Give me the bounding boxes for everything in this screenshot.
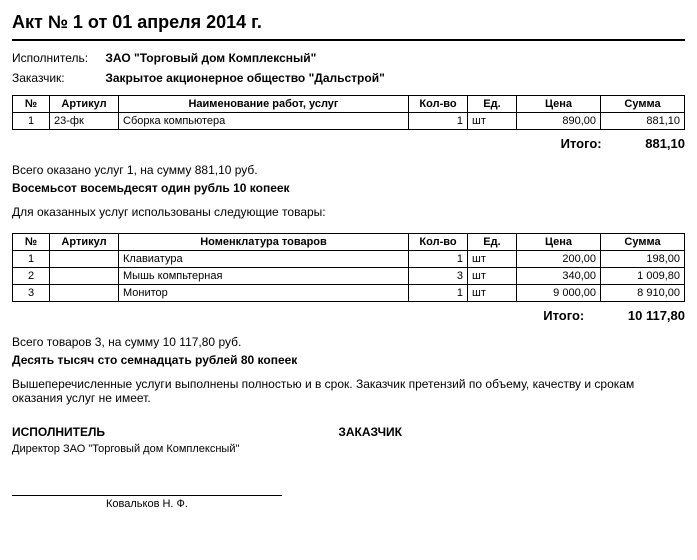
cell-art: 23-фк xyxy=(50,113,119,130)
services-total-value: 881,10 xyxy=(645,136,685,151)
col-header-sum: Сумма xyxy=(601,96,685,113)
goods-total-label: Итого: xyxy=(543,308,584,323)
completion-note: Вышеперечисленные услуги выполнены полно… xyxy=(12,377,685,405)
services-summary-words: Восемьсот восемьдесят один рубль 10 копе… xyxy=(12,181,685,195)
executor-sig-name: Ковальков Н. Ф. xyxy=(12,495,282,510)
cell-price: 340,00 xyxy=(517,268,601,285)
cell-art xyxy=(50,251,119,268)
customer-label: Заказчик: xyxy=(12,71,102,85)
cell-name: Мышь компьтерная xyxy=(119,268,409,285)
col-header-num: № xyxy=(13,96,50,113)
col-header-art: Артикул xyxy=(50,234,119,251)
col-header-price: Цена xyxy=(517,234,601,251)
cell-sum: 881,10 xyxy=(601,113,685,130)
cell-sum: 198,00 xyxy=(601,251,685,268)
cell-sum: 8 910,00 xyxy=(601,285,685,302)
executor-row: Исполнитель: ЗАО "Торговый дом Комплексн… xyxy=(12,51,685,65)
cell-unit: шт xyxy=(468,268,517,285)
executor-sig-title: ИСПОЛНИТЕЛЬ xyxy=(12,425,335,439)
goods-summary: Всего товаров 3, на сумму 10 117,80 руб. xyxy=(12,335,685,349)
cell-num: 3 xyxy=(13,285,50,302)
col-header-price: Цена xyxy=(517,96,601,113)
cell-unit: шт xyxy=(468,113,517,130)
cell-price: 200,00 xyxy=(517,251,601,268)
col-header-name: Номенклатура товаров xyxy=(119,234,409,251)
document-title: Акт № 1 от 01 апреля 2014 г. xyxy=(12,12,685,41)
cell-num: 1 xyxy=(13,113,50,130)
cell-art xyxy=(50,268,119,285)
table-row: 123-фкСборка компьютера1шт890,00881,10 xyxy=(13,113,685,130)
col-header-unit: Ед. xyxy=(468,234,517,251)
services-summary: Всего оказано услуг 1, на сумму 881,10 р… xyxy=(12,163,685,177)
customer-value: Закрытое акционерное общество "Дальстрой… xyxy=(105,71,384,85)
table-row: 1Клавиатура1шт200,00198,00 xyxy=(13,251,685,268)
cell-art xyxy=(50,285,119,302)
cell-num: 1 xyxy=(13,251,50,268)
goods-total: Итого: 10 117,80 xyxy=(12,308,685,323)
table-row: 2 Мышь компьтерная3шт340,001 009,80 xyxy=(13,268,685,285)
cell-unit: шт xyxy=(468,285,517,302)
cell-sum: 1 009,80 xyxy=(601,268,685,285)
services-header-row: № Артикул Наименование работ, услуг Кол-… xyxy=(13,96,685,113)
cell-name: Клавиатура xyxy=(119,251,409,268)
cell-unit: шт xyxy=(468,251,517,268)
cell-name: Монитор xyxy=(119,285,409,302)
services-table: № Артикул Наименование работ, услуг Кол-… xyxy=(12,95,685,130)
cell-num: 2 xyxy=(13,268,50,285)
signature-block: ИСПОЛНИТЕЛЬ Директор ЗАО "Торговый дом К… xyxy=(12,425,685,510)
cell-name: Сборка компьютера xyxy=(119,113,409,130)
col-header-qty: Кол-во xyxy=(409,96,468,113)
executor-signature: ИСПОЛНИТЕЛЬ Директор ЗАО "Торговый дом К… xyxy=(12,425,335,510)
services-total: Итого: 881,10 xyxy=(12,136,685,151)
goods-intro: Для оказанных услуг использованы следующ… xyxy=(12,205,685,219)
customer-sig-title: ЗАКАЗЧИК xyxy=(338,425,661,439)
col-header-num: № xyxy=(13,234,50,251)
col-header-sum: Сумма xyxy=(601,234,685,251)
cell-qty: 1 xyxy=(409,251,468,268)
col-header-art: Артикул xyxy=(50,96,119,113)
executor-value: ЗАО "Торговый дом Комплексный" xyxy=(105,51,316,65)
executor-sig-sub: Директор ЗАО "Торговый дом Комплексный" xyxy=(12,443,335,455)
cell-qty: 3 xyxy=(409,268,468,285)
executor-label: Исполнитель: xyxy=(12,51,102,65)
cell-qty: 1 xyxy=(409,285,468,302)
goods-summary-words: Десять тысяч сто семнадцать рублей 80 ко… xyxy=(12,353,685,367)
goods-table: № Артикул Номенклатура товаров Кол-во Ед… xyxy=(12,233,685,302)
cell-price: 9 000,00 xyxy=(517,285,601,302)
cell-price: 890,00 xyxy=(517,113,601,130)
customer-signature: ЗАКАЗЧИК xyxy=(338,425,661,443)
services-total-label: Итого: xyxy=(561,136,602,151)
col-header-qty: Кол-во xyxy=(409,234,468,251)
customer-row: Заказчик: Закрытое акционерное общество … xyxy=(12,71,685,85)
goods-header-row: № Артикул Номенклатура товаров Кол-во Ед… xyxy=(13,234,685,251)
col-header-name: Наименование работ, услуг xyxy=(119,96,409,113)
goods-total-value: 10 117,80 xyxy=(628,308,685,323)
table-row: 3 Монитор1шт9 000,008 910,00 xyxy=(13,285,685,302)
cell-qty: 1 xyxy=(409,113,468,130)
col-header-unit: Ед. xyxy=(468,96,517,113)
